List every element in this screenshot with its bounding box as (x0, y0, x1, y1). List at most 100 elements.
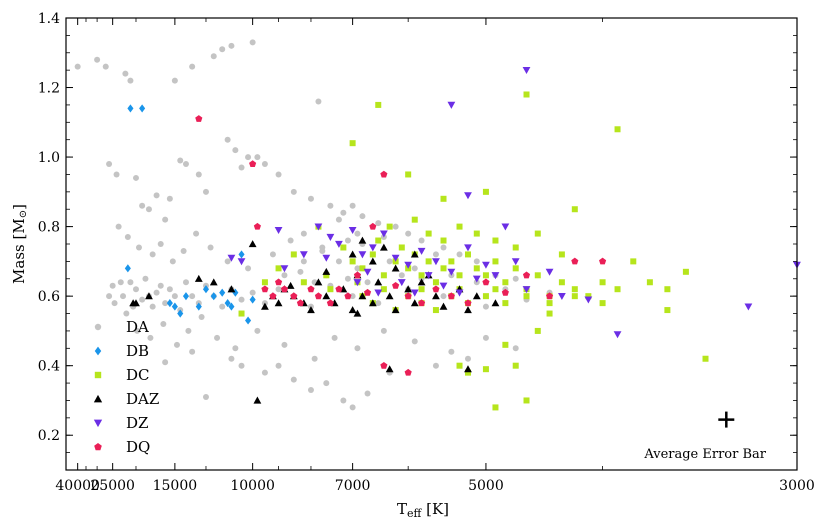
data-point-dz (455, 289, 464, 297)
data-point-da (202, 393, 209, 400)
data-point-da (180, 247, 187, 254)
data-point-dc (571, 293, 578, 300)
data-point-da (162, 300, 169, 307)
data-point-dz (379, 230, 388, 238)
data-point-dc (558, 279, 565, 286)
data-point-daz (261, 302, 269, 310)
data-point-dc (492, 286, 499, 293)
data-point-dc (290, 251, 297, 258)
data-point-dz (374, 289, 383, 297)
data-point-dc (682, 268, 689, 275)
data-point-da (512, 345, 519, 352)
data-point-da (432, 362, 439, 369)
data-point-dc (380, 272, 387, 279)
data-point-dc (523, 293, 530, 300)
series-da (74, 39, 553, 411)
data-point-da (111, 300, 118, 307)
data-point-dc (464, 251, 471, 258)
data-point-da (290, 376, 297, 383)
data-point-da (359, 213, 366, 220)
data-point-dc (546, 300, 553, 307)
data-point-dc (492, 258, 499, 265)
data-point-da (300, 230, 307, 237)
data-point-dc (369, 251, 376, 258)
legend-item-dc: DC (94, 366, 150, 384)
data-point-dq (380, 170, 388, 178)
data-point-da (177, 157, 184, 164)
plot-frame (65, 17, 798, 471)
data-point-da (340, 209, 347, 216)
data-point-daz (248, 240, 257, 248)
x-tick-label: 15000 (153, 478, 198, 494)
y-tick-label: 1.2 (38, 81, 60, 97)
data-point-da (354, 230, 361, 237)
legend-item-db: DB (94, 342, 149, 360)
data-point-dc (473, 265, 480, 272)
data-point-dc (440, 237, 447, 244)
data-point-db (182, 292, 190, 301)
data-point-dc (261, 279, 268, 286)
legend-label: DAZ (126, 390, 159, 408)
data-point-dc (380, 286, 387, 293)
data-point-dc (440, 265, 447, 272)
legend-marker-dz (93, 419, 103, 428)
data-point-dz (314, 223, 323, 231)
data-point-daz (491, 299, 500, 307)
data-point-da (153, 192, 160, 199)
data-point-da (115, 223, 122, 230)
data-point-da (245, 265, 252, 272)
data-point-da (120, 293, 127, 300)
data-point-dc (599, 279, 606, 286)
data-point-da (405, 230, 412, 237)
data-point-da (94, 56, 101, 63)
data-point-da (440, 293, 447, 300)
data-point-dq (195, 115, 203, 122)
data-point-da (335, 216, 342, 223)
data-point-da (193, 230, 200, 237)
data-point-da (307, 195, 314, 202)
data-point-daz (410, 250, 419, 258)
y-tick-label: 0.6 (38, 289, 60, 305)
data-point-dq (369, 222, 377, 230)
data-point-dq (253, 222, 261, 230)
data-point-da (207, 244, 214, 251)
data-point-dc (523, 397, 530, 404)
data-point-dz (335, 240, 343, 248)
data-point-daz (348, 306, 357, 314)
series-dc (238, 91, 709, 411)
data-point-da (228, 42, 235, 49)
data-point-da (311, 355, 318, 362)
data-point-da (315, 98, 322, 105)
data-point-dc (534, 327, 541, 334)
data-point-dc (456, 272, 463, 279)
legend-marker-dq (94, 443, 102, 451)
data-point-da (275, 362, 282, 369)
data-point-dz (326, 233, 335, 241)
data-point-daz (404, 285, 413, 293)
data-point-da (307, 387, 314, 394)
data-point-da (117, 279, 124, 286)
data-point-da (106, 161, 113, 168)
data-point-dc (398, 244, 405, 251)
data-point-dc (492, 404, 499, 411)
data-point-da (411, 338, 418, 345)
data-point-dc (323, 272, 330, 279)
data-point-da (157, 241, 164, 247)
data-point-dz (545, 268, 554, 276)
data-point-dc (405, 171, 412, 178)
data-point-da (102, 63, 109, 70)
data-point-da (182, 161, 189, 168)
x-axis-label: Teff [K] (397, 500, 449, 520)
legend-label: DA (126, 318, 149, 336)
data-point-dz (227, 254, 236, 262)
data-point-dq (353, 271, 362, 279)
y-tick-label: 1.4 (38, 11, 60, 27)
data-point-daz (368, 299, 377, 307)
data-point-dc (664, 286, 671, 293)
data-point-da (411, 265, 418, 272)
data-point-daz (307, 306, 315, 314)
data-point-da (275, 171, 282, 178)
data-point-dq (522, 271, 531, 279)
data-point-daz (322, 267, 331, 275)
